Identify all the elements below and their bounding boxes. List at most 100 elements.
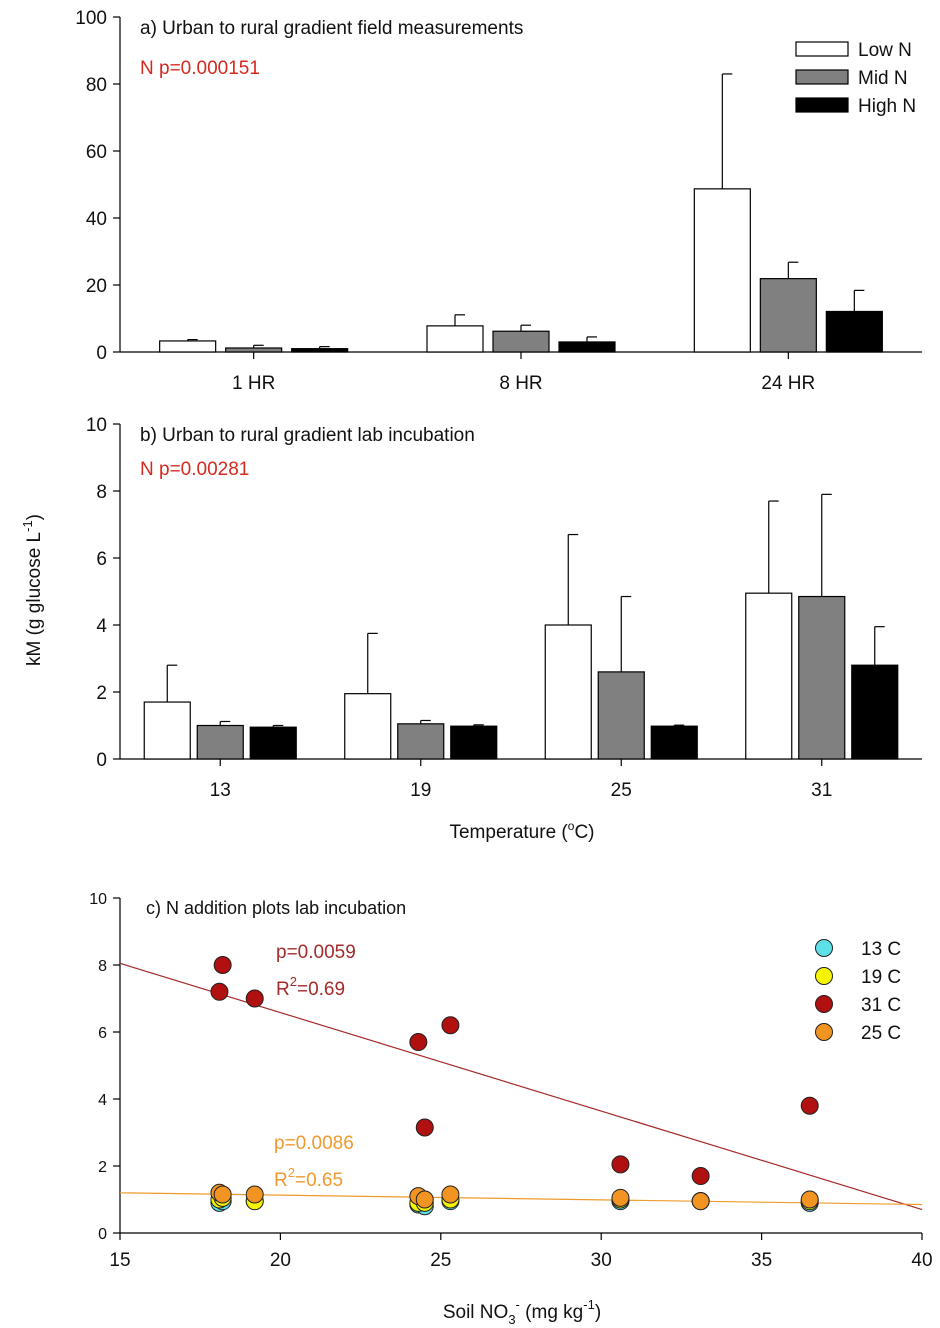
bar	[558, 341, 616, 353]
shared-y-axis-label-main: kM (g glucose L	[24, 532, 45, 666]
y-tick-label: 4	[96, 616, 107, 637]
regression-25c-p-label: p=0.0086	[274, 1133, 354, 1154]
x-tick-label: 24 HR	[761, 373, 815, 394]
y-tick-label: 60	[86, 142, 107, 163]
regression-25c-r2-label: R2=0.65	[274, 1165, 343, 1191]
data-point	[441, 1016, 460, 1035]
panel-b-x-axis-label: Temperature (oC)	[449, 819, 594, 843]
y-tick-label: 0	[98, 1226, 107, 1243]
bar	[225, 347, 283, 353]
regression-25c-r2-value: =0.65	[295, 1170, 343, 1191]
x-tick-label: 25	[430, 1250, 451, 1271]
bar	[450, 725, 498, 760]
legend-marker	[815, 1023, 833, 1041]
bar	[597, 671, 645, 760]
bar	[426, 325, 484, 353]
bar	[159, 340, 217, 353]
regression-31c-r2-sup: 2	[290, 974, 297, 989]
y-tick-label: 2	[96, 683, 107, 704]
data-point	[409, 1033, 428, 1052]
regression-25c-r2-main: R	[274, 1170, 288, 1191]
panel-c-x-axis-label-sup1: -	[516, 1297, 520, 1312]
y-tick-label: 8	[96, 482, 107, 503]
panel-c-x-axis-label-end: )	[595, 1302, 601, 1323]
bar	[851, 664, 899, 760]
x-tick-label: 15	[109, 1250, 130, 1271]
y-tick-label: 100	[75, 8, 107, 29]
x-tick-label: 19	[410, 780, 431, 801]
data-point	[245, 1185, 264, 1204]
shared-y-axis-label-sup: -1	[20, 520, 35, 532]
regression-31c-r2-value: =0.69	[297, 979, 345, 1000]
panel-c-x-axis-label-sub: 3	[508, 1312, 515, 1327]
data-point	[611, 1155, 630, 1174]
regression-line	[119, 962, 923, 1211]
y-tick-label: 0	[96, 750, 107, 771]
legend-marker	[815, 967, 833, 985]
bar	[650, 725, 698, 760]
data-point	[245, 989, 264, 1008]
x-tick-label: 13	[210, 780, 231, 801]
x-tick-label: 25	[611, 780, 632, 801]
x-tick-label: 31	[811, 780, 832, 801]
panel-b-annotation: N p=0.00281	[140, 459, 249, 480]
shared-y-axis-label: kM (g glucose L-1)	[20, 514, 45, 666]
legend-label: Low N	[858, 40, 912, 61]
bar	[693, 188, 751, 353]
bar	[397, 723, 445, 760]
legend-label: Mid N	[858, 68, 908, 89]
y-tick-label: 6	[98, 1025, 107, 1042]
y-tick-label: 40	[86, 209, 107, 230]
bar	[143, 701, 191, 760]
x-tick-label: 40	[911, 1250, 932, 1271]
data-point	[213, 956, 232, 974]
bar	[745, 592, 793, 760]
bar	[344, 693, 392, 760]
bar	[798, 595, 846, 760]
data-point	[415, 1190, 434, 1209]
data-point	[441, 1185, 460, 1204]
regression-31c-r2-label: R2=0.69	[276, 974, 345, 1000]
data-point	[611, 1188, 630, 1207]
data-point	[415, 1118, 434, 1137]
y-tick-label: 20	[86, 276, 107, 297]
panel-c: c) N addition plots lab incubation Soil …	[89, 891, 932, 1327]
data-point	[691, 1167, 710, 1186]
data-point	[800, 1190, 819, 1209]
panel-a-annotation: N p=0.000151	[140, 58, 260, 79]
y-tick-label: 8	[98, 958, 107, 975]
legend-label: 25 C	[861, 1023, 901, 1044]
y-tick-label: 10	[89, 891, 107, 908]
y-tick-label: 10	[86, 415, 107, 436]
bar	[544, 624, 592, 760]
regression-31c-r2-main: R	[276, 979, 290, 1000]
data-point	[210, 982, 229, 1001]
panel-c-title: c) N addition plots lab incubation	[146, 898, 406, 918]
legend-marker	[815, 995, 833, 1013]
panel-b-x-axis-label-end: C)	[574, 822, 594, 843]
panel-b-x-axis-label-sup: o	[568, 819, 575, 833]
legend-label: 19 C	[861, 967, 901, 988]
panel-c-x-axis-label-mid: (mg kg	[520, 1302, 583, 1323]
panel-c-x-axis-label-main: Soil NO	[443, 1302, 508, 1323]
bar	[249, 726, 297, 760]
panel-b-title: b) Urban to rural gradient lab incubatio…	[140, 425, 475, 446]
bar	[492, 330, 550, 353]
panel-c-x-axis-label-sup2: -1	[583, 1297, 595, 1312]
data-point	[213, 1185, 232, 1204]
shared-y-axis-label-end: )	[24, 514, 45, 520]
regression-25c-r2-sup: 2	[288, 1165, 295, 1180]
data-point	[800, 1096, 819, 1115]
bar	[196, 724, 244, 760]
legend-label: High N	[858, 96, 916, 117]
y-tick-label: 6	[96, 549, 107, 570]
legend-swatch	[795, 97, 849, 113]
x-tick-label: 8 HR	[499, 373, 542, 394]
legend-label: 13 C	[861, 939, 901, 960]
y-tick-label: 0	[96, 343, 107, 364]
bar	[291, 348, 349, 353]
bar	[825, 310, 883, 353]
legend-marker	[815, 939, 833, 957]
regression-31c-p-label: p=0.0059	[276, 942, 356, 963]
